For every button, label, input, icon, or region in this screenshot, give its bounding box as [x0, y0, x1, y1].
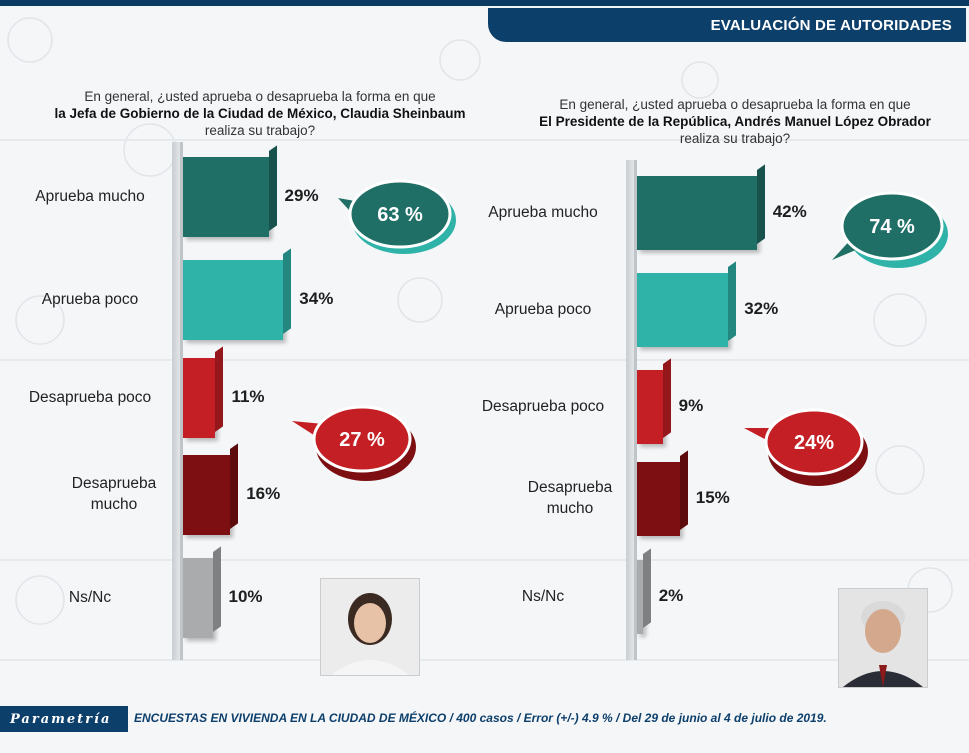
- category-label: Desaprueba mucho: [71, 475, 157, 513]
- right-question-line1: En general, ¿usted aprueba o desaprueba …: [559, 97, 911, 112]
- bar-aprueba-poco: [183, 260, 284, 340]
- right-question-subject: El Presidente de la República, Andrés Ma…: [539, 114, 931, 129]
- category-label: Desaprueba mucho: [527, 479, 613, 517]
- left-question-line1: En general, ¿usted aprueba o desaprueba …: [84, 89, 436, 104]
- left-question: En general, ¿usted aprueba o desaprueba …: [40, 88, 480, 139]
- bar-ns-nc: [637, 560, 643, 634]
- bar-aprueba-mucho: [637, 176, 757, 250]
- category-label: Desaprueba poco: [481, 398, 605, 415]
- footer-note: ENCUESTAS EN VIVIENDA EN LA CIUDAD DE MÉ…: [134, 711, 827, 725]
- category-label: Ns/Nc: [68, 589, 112, 606]
- left-axis-wall: [172, 142, 182, 660]
- right-approve-total: 74 %: [869, 216, 915, 238]
- left-question-subject: la Jefa de Gobierno de la Ciudad de Méxi…: [54, 106, 466, 121]
- bar-aprueba-poco: [637, 273, 729, 347]
- bar-desaprueba-poco: [183, 358, 216, 438]
- right-disapprove-bubble: 24%: [744, 408, 868, 486]
- right-axis: [634, 160, 637, 660]
- right-question-line3: realiza su trabajo?: [679, 131, 791, 146]
- right-approve-bubble: 74 %: [832, 191, 948, 268]
- left-approve-total: 63 %: [377, 204, 423, 226]
- bar-desaprueba-mucho: [637, 462, 680, 536]
- bar-value-label: 15%: [695, 488, 730, 507]
- right-disapprove-total: 24%: [794, 432, 834, 454]
- bar-value-label: 42%: [772, 202, 807, 221]
- left-approve-bubble: 63 %: [338, 179, 456, 254]
- left-portrait: [320, 578, 420, 676]
- category-label: Aprueba poco: [41, 291, 139, 308]
- header-bar: EVALUACIÓN DE AUTORIDADES: [488, 8, 966, 42]
- bar-desaprueba-mucho: [183, 455, 231, 535]
- left-disapprove-total: 27 %: [339, 429, 385, 451]
- bar-value-label: 16%: [246, 484, 281, 503]
- bar-value-label: 2%: [658, 586, 684, 605]
- category-label: Aprueba mucho: [488, 204, 598, 221]
- bar-value-label: 9%: [678, 396, 704, 415]
- right-portrait: [838, 588, 928, 688]
- footer-brand: Parametría: [0, 706, 128, 732]
- header-title: EVALUACIÓN DE AUTORIDADES: [710, 16, 952, 34]
- bar-value-label: 29%: [284, 186, 319, 205]
- bar-value-label: 11%: [231, 387, 265, 406]
- left-question-line3: realiza su trabajo?: [204, 123, 316, 138]
- left-axis: [180, 142, 183, 660]
- category-label: Aprueba poco: [494, 301, 592, 318]
- category-label: Aprueba mucho: [35, 188, 145, 205]
- category-label: Desaprueba poco: [28, 389, 152, 406]
- bar-value-label: 34%: [299, 289, 334, 308]
- left-disapprove-bubble: 27 %: [292, 405, 416, 481]
- top-rule: [0, 0, 969, 6]
- category-label: Ns/Nc: [521, 588, 565, 605]
- bar-desaprueba-poco: [637, 370, 663, 444]
- bar-aprueba-mucho: [183, 157, 269, 237]
- bar-value-label: 32%: [744, 299, 779, 318]
- right-axis-wall: [626, 160, 636, 660]
- bar-ns-nc: [183, 558, 213, 638]
- right-question: En general, ¿usted aprueba o desaprueba …: [515, 96, 955, 147]
- bar-value-label: 10%: [228, 587, 263, 606]
